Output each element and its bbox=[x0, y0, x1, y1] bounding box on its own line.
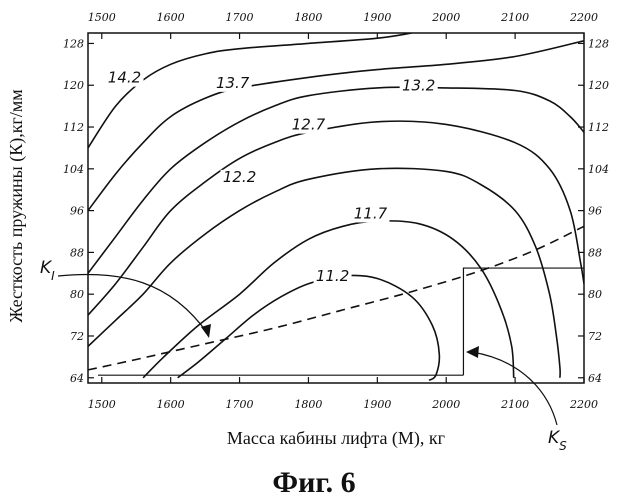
y-tick-label-left: 88 bbox=[70, 246, 84, 259]
y-tick-label-right: 120 bbox=[588, 79, 609, 92]
ks-region-outline bbox=[463, 268, 584, 375]
x-tick-label-bottom: 1900 bbox=[363, 398, 391, 411]
y-tick-label-left: 64 bbox=[70, 372, 84, 385]
ki-label: KI bbox=[40, 258, 55, 283]
x-tick-label-bottom: 2100 bbox=[500, 398, 529, 411]
contour-label: 12.7 bbox=[292, 116, 326, 134]
annotations: KI KS bbox=[40, 258, 567, 453]
contour-label: 13.2 bbox=[402, 76, 435, 94]
ks-label: KS bbox=[548, 428, 567, 453]
contour-line bbox=[88, 41, 584, 211]
x-tick-label-bottom: 1500 bbox=[88, 398, 116, 411]
y-tick-label-right: 88 bbox=[588, 246, 602, 259]
x-tick-label-bottom: 1600 bbox=[157, 398, 185, 411]
y-tick-label-left: 80 bbox=[70, 288, 84, 301]
y-tick-label-right: 72 bbox=[588, 330, 602, 343]
y-tick-label-right: 112 bbox=[588, 121, 609, 134]
y-tick-label-right: 128 bbox=[588, 37, 609, 50]
contour-lines bbox=[88, 33, 584, 380]
x-tick-label-top: 1700 bbox=[226, 11, 254, 24]
dashed-curve bbox=[88, 226, 584, 370]
ks-arrow bbox=[472, 352, 557, 425]
x-tick-label-top: 1600 bbox=[157, 11, 185, 24]
contour-label: 13.7 bbox=[216, 74, 250, 92]
x-tick-label-top: 2200 bbox=[569, 11, 598, 24]
x-tick-label-bottom: 2200 bbox=[569, 398, 598, 411]
contour-label: 11.7 bbox=[354, 204, 388, 222]
figure-caption: Фиг. 6 bbox=[272, 466, 355, 499]
x-tick-label-bottom: 1700 bbox=[226, 398, 254, 411]
y-tick-label-right: 64 bbox=[588, 372, 602, 385]
left-ticks: 64 72 80 88 96 104 112 120 128 bbox=[63, 37, 94, 384]
x-tick-label-top: 2100 bbox=[500, 11, 529, 24]
bottom-ticks: 1500 1600 1700 1800 1900 2000 2100 2200 bbox=[88, 377, 598, 411]
x-tick-label-bottom: 2000 bbox=[431, 398, 460, 411]
y-tick-label-right: 80 bbox=[588, 288, 602, 301]
x-tick-label-top: 1900 bbox=[363, 11, 391, 24]
ki-dashed-curve bbox=[88, 226, 584, 370]
top-ticks: 1500 1600 1700 1800 1900 2000 2100 2200 bbox=[88, 11, 598, 39]
contour-line bbox=[88, 87, 584, 273]
y-tick-label-left: 72 bbox=[70, 330, 84, 343]
x-tick-label-top: 2000 bbox=[431, 11, 460, 24]
contour-line bbox=[178, 275, 440, 380]
x-tick-label-bottom: 1800 bbox=[294, 398, 322, 411]
contour-line bbox=[88, 121, 584, 315]
contour-label: 14.2 bbox=[108, 69, 141, 87]
y-tick-label-right: 104 bbox=[588, 163, 609, 176]
y-tick-label-left: 120 bbox=[63, 79, 84, 92]
contour-label: 12.2 bbox=[223, 168, 256, 186]
y-tick-label-left: 104 bbox=[63, 163, 84, 176]
contour-label: 11.2 bbox=[316, 267, 349, 285]
right-ticks: 64 72 80 88 96 104 112 120 128 bbox=[578, 37, 609, 384]
x-axis-title: Масса кабины лифта (М), кг bbox=[227, 428, 445, 449]
ks-arrowhead bbox=[466, 346, 479, 358]
x-tick-label-top: 1500 bbox=[88, 11, 116, 24]
y-tick-label-left: 112 bbox=[63, 121, 84, 134]
contour-labels: 14.2 13.7 13.2 12.7 12.2 11.7 11.2 bbox=[106, 69, 438, 286]
ki-subscript: I bbox=[51, 269, 55, 283]
y-tick-label-left: 96 bbox=[70, 205, 84, 218]
ks-subscript: S bbox=[559, 439, 567, 453]
y-axis-title: Жесткость пружины (К),кг/мм bbox=[6, 89, 27, 322]
y-tick-label-left: 128 bbox=[63, 37, 84, 50]
plot-frame bbox=[88, 33, 584, 383]
contour-line bbox=[143, 221, 514, 378]
x-tick-label-top: 1800 bbox=[294, 11, 322, 24]
y-tick-label-right: 96 bbox=[588, 205, 602, 218]
